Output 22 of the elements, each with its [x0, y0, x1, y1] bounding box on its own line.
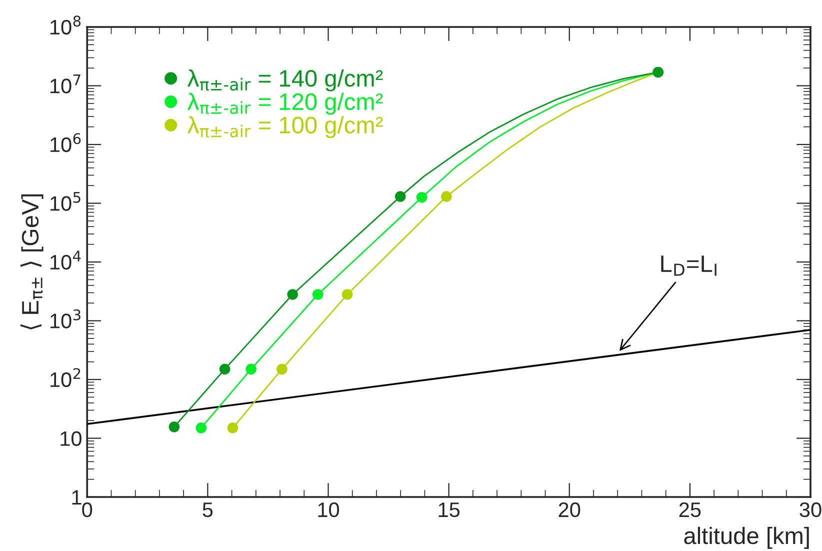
legend-label: λ$_{π±-air}$ = 100 g/cm² [188, 116, 383, 138]
x-tick-label: 15 [438, 502, 460, 518]
y-tick-label: 10$^{5}$ [50, 192, 80, 211]
x-axis-title: altitude [km] [684, 526, 809, 549]
x-tick-label: 25 [679, 502, 701, 518]
legend-label: λ$_{π±-air}$ = 120 g/cm² [188, 92, 383, 115]
x-tick-label: 10 [318, 502, 340, 518]
x-tick-label: 30 [800, 502, 822, 518]
y-tick-label: 10$^{2}$ [50, 368, 80, 388]
x-tick-label: 5 [202, 502, 213, 518]
x-tick-label: 0 [82, 502, 92, 518]
x-tick-label: 20 [558, 502, 580, 518]
y-tick-label: 10 [60, 431, 82, 446]
y-tick-label: 10$^{8}$ [50, 16, 81, 35]
annotation: L$_{D}$=L$_{I}$ [661, 256, 716, 276]
y-tick-label: 10$^{3}$ [50, 309, 80, 328]
y-axis-title: ⟨ E$_{π±}$ ⟩ [GeV] [20, 194, 44, 330]
y-tick-label: 10$^{7}$ [50, 74, 80, 94]
y-tick-label: 10$^{6}$ [50, 133, 81, 152]
legend-label: λ$_{π±-air}$ = 140 g/cm² [188, 69, 383, 92]
y-tick-label: 10$^{4}$ [50, 250, 81, 270]
y-tick-label: 1 [72, 490, 82, 505]
